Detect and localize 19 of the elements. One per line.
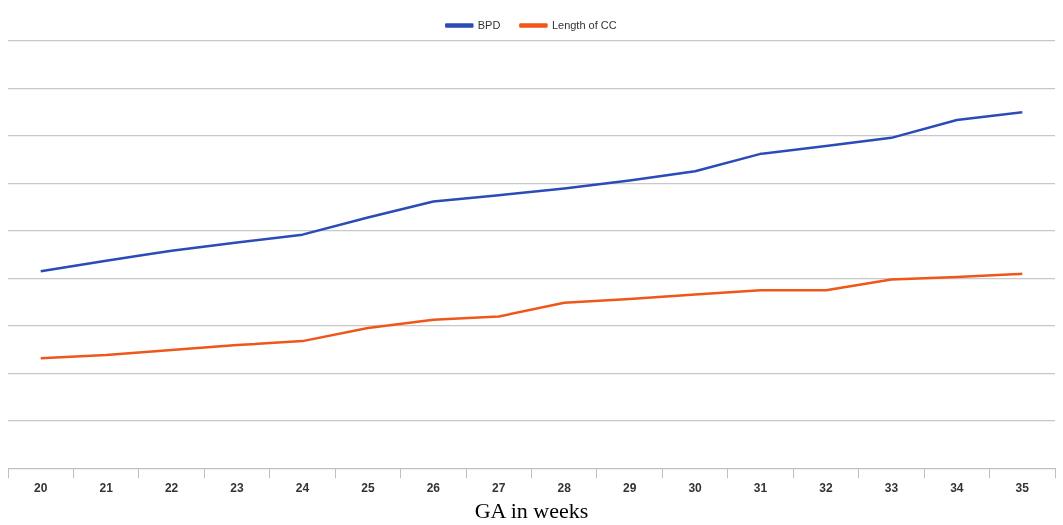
x-tick-label: 25 bbox=[361, 480, 375, 495]
legend-label: Length of CC bbox=[551, 18, 617, 31]
x-tick-label: 35 bbox=[1015, 480, 1030, 495]
x-tick-label: 32 bbox=[819, 480, 833, 495]
x-tick-label: 23 bbox=[230, 480, 245, 495]
x-tick-label: 26 bbox=[426, 480, 441, 495]
legend-label: BPD bbox=[477, 18, 501, 31]
x-axis-title: GA in weeks bbox=[474, 497, 589, 523]
x-tick-label: 30 bbox=[688, 480, 703, 495]
x-tick-label: 31 bbox=[753, 480, 768, 495]
x-tick-label: 29 bbox=[622, 480, 637, 495]
x-tick-label: 28 bbox=[557, 480, 572, 495]
x-tick-label: 20 bbox=[34, 480, 48, 495]
x-tick-label: 34 bbox=[950, 480, 964, 495]
x-tick-label: 33 bbox=[884, 480, 899, 495]
x-tick-label: 24 bbox=[295, 480, 310, 495]
x-tick-label: 22 bbox=[164, 480, 179, 495]
x-tick-label: 27 bbox=[492, 480, 506, 495]
x-tick-label: 21 bbox=[99, 480, 114, 495]
